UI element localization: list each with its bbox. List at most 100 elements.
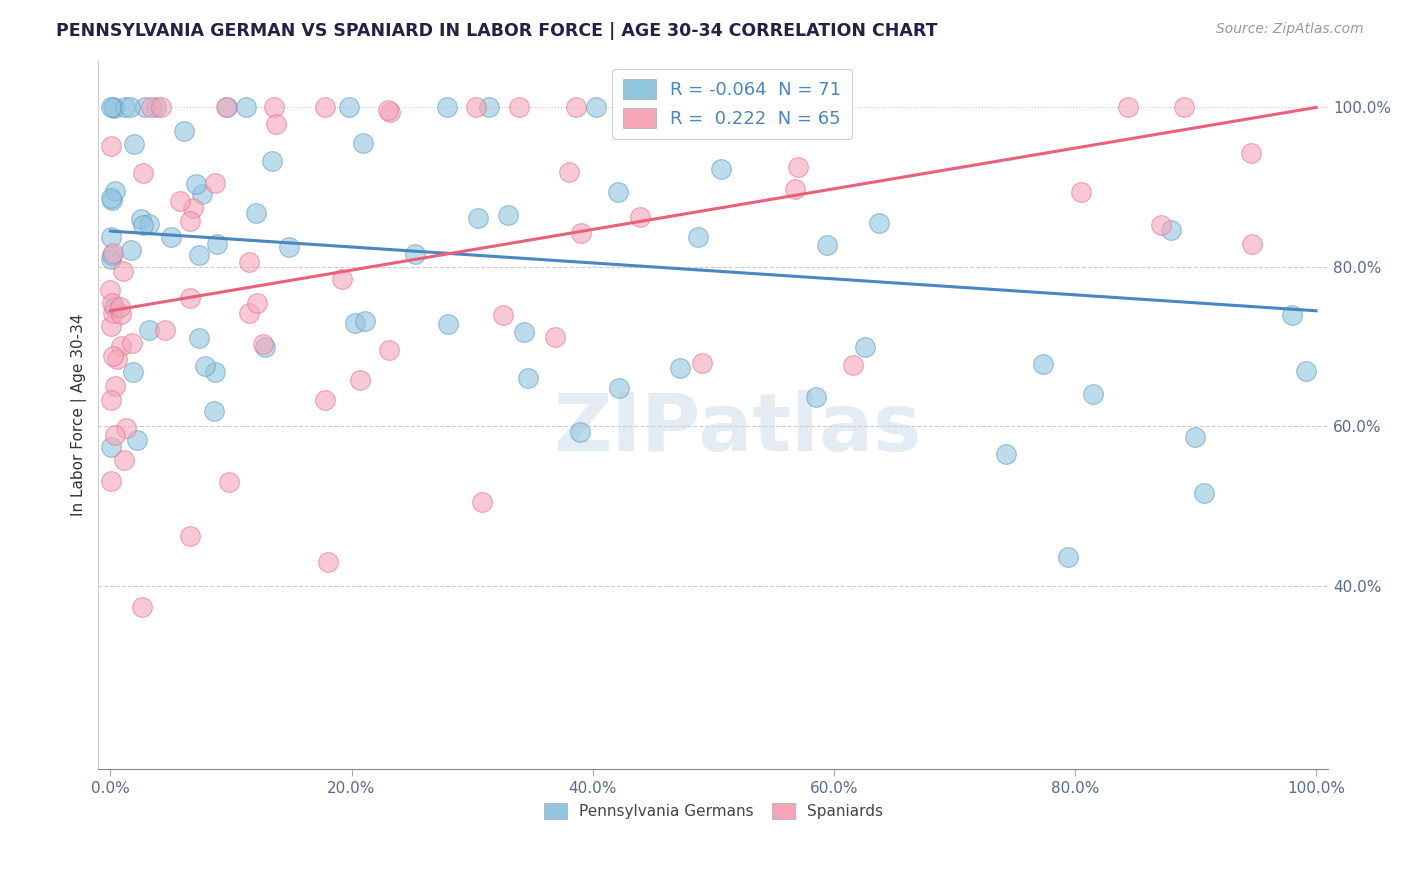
- Point: [544, 329, 567, 343]
- Point: [995, 447, 1018, 461]
- Point: [253, 340, 276, 354]
- Point: [218, 475, 240, 489]
- Point: [558, 165, 581, 179]
- Point: [815, 238, 838, 252]
- Point: [100, 191, 122, 205]
- Point: [101, 100, 124, 114]
- Point: [188, 331, 211, 345]
- Point: [314, 100, 336, 114]
- Point: [508, 100, 530, 114]
- Point: [517, 370, 540, 384]
- Point: [569, 226, 592, 240]
- Point: [1160, 223, 1182, 237]
- Point: [669, 360, 692, 375]
- Point: [100, 393, 122, 408]
- Point: [217, 100, 239, 114]
- Point: [785, 182, 807, 196]
- Point: [105, 352, 128, 367]
- Point: [179, 529, 201, 543]
- Point: [252, 336, 274, 351]
- Point: [100, 319, 122, 334]
- Point: [1281, 308, 1303, 322]
- Point: [129, 211, 152, 226]
- Point: [103, 101, 125, 115]
- Point: [316, 555, 339, 569]
- Point: [202, 403, 225, 417]
- Point: [215, 100, 238, 114]
- Point: [131, 218, 153, 232]
- Point: [238, 306, 260, 320]
- Point: [607, 380, 630, 394]
- Point: [122, 365, 145, 379]
- Point: [100, 230, 122, 244]
- Point: [264, 117, 287, 131]
- Point: [120, 244, 142, 258]
- Point: [1081, 387, 1104, 401]
- Point: [134, 100, 156, 114]
- Text: PENNSYLVANIA GERMAN VS SPANIARD IN LABOR FORCE | AGE 30-34 CORRELATION CHART: PENNSYLVANIA GERMAN VS SPANIARD IN LABOR…: [56, 22, 938, 40]
- Point: [263, 100, 285, 114]
- Point: [125, 434, 148, 448]
- Point: [110, 307, 132, 321]
- Legend: Pennsylvania Germans, Spaniards: Pennsylvania Germans, Spaniards: [537, 797, 889, 825]
- Point: [436, 100, 458, 114]
- Point: [111, 264, 134, 278]
- Text: ZIPatlas: ZIPatlas: [554, 390, 922, 467]
- Point: [100, 139, 122, 153]
- Point: [378, 343, 401, 358]
- Point: [138, 323, 160, 337]
- Point: [471, 494, 494, 508]
- Point: [332, 272, 354, 286]
- Point: [194, 359, 217, 373]
- Point: [100, 283, 122, 297]
- Y-axis label: In Labor Force | Age 30-34: In Labor Force | Age 30-34: [72, 313, 87, 516]
- Point: [153, 323, 176, 337]
- Point: [564, 100, 586, 114]
- Point: [184, 178, 207, 192]
- Point: [100, 252, 122, 266]
- Point: [1192, 486, 1215, 500]
- Point: [121, 336, 143, 351]
- Point: [1116, 100, 1139, 114]
- Point: [246, 296, 269, 310]
- Point: [104, 184, 127, 198]
- Point: [710, 162, 733, 177]
- Point: [568, 425, 591, 440]
- Point: [110, 339, 132, 353]
- Point: [404, 247, 426, 261]
- Point: [513, 325, 536, 339]
- Point: [787, 161, 810, 175]
- Point: [169, 194, 191, 208]
- Point: [1173, 100, 1195, 114]
- Point: [160, 229, 183, 244]
- Point: [853, 340, 876, 354]
- Point: [606, 185, 628, 199]
- Point: [314, 392, 336, 407]
- Point: [238, 255, 260, 269]
- Point: [114, 100, 136, 114]
- Point: [131, 600, 153, 615]
- Point: [101, 296, 124, 310]
- Point: [115, 421, 138, 435]
- Point: [492, 308, 515, 322]
- Point: [467, 211, 489, 225]
- Point: [179, 214, 201, 228]
- Point: [349, 373, 371, 387]
- Point: [141, 100, 163, 114]
- Point: [100, 440, 122, 454]
- Point: [343, 316, 366, 330]
- Point: [477, 100, 499, 114]
- Point: [101, 245, 124, 260]
- Point: [145, 100, 167, 114]
- Point: [842, 359, 865, 373]
- Point: [104, 378, 127, 392]
- Point: [278, 240, 301, 254]
- Text: Source: ZipAtlas.com: Source: ZipAtlas.com: [1216, 22, 1364, 37]
- Point: [235, 100, 257, 114]
- Point: [1240, 145, 1263, 160]
- Point: [101, 194, 124, 208]
- Point: [378, 104, 401, 119]
- Point: [204, 177, 226, 191]
- Point: [188, 248, 211, 262]
- Point: [1057, 550, 1080, 565]
